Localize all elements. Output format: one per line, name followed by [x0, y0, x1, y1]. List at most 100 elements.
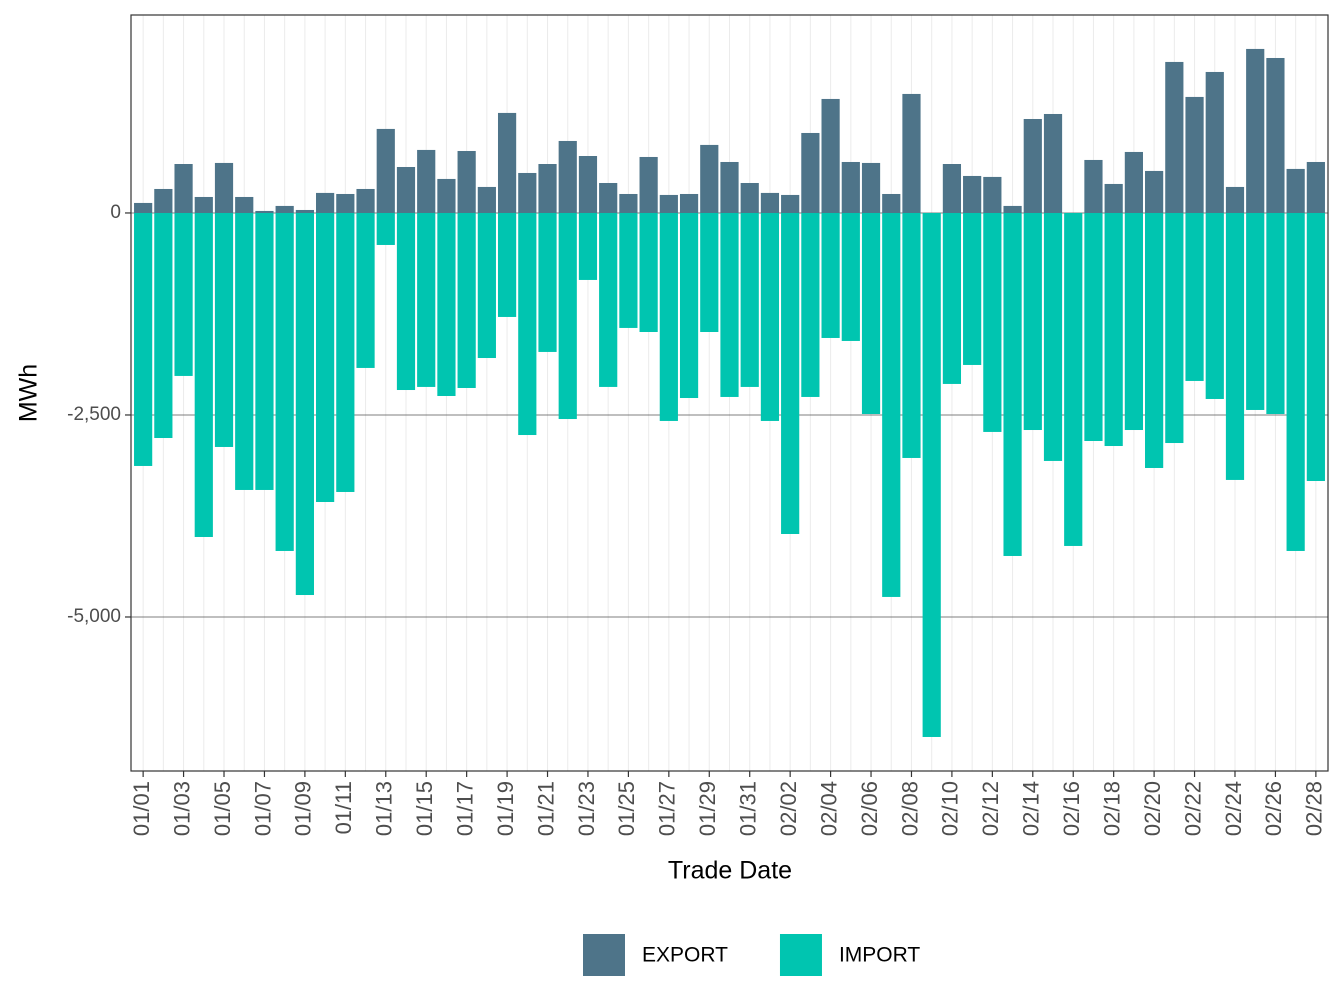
- bar: [437, 178, 456, 213]
- legend-label: EXPORT: [642, 944, 728, 967]
- bar: [720, 161, 739, 213]
- bar: [1286, 168, 1305, 213]
- bar: [194, 196, 213, 213]
- bar: [457, 150, 476, 213]
- bar: [477, 212, 496, 359]
- bar: [1165, 61, 1184, 213]
- x-tick-label: 02/24: [1221, 781, 1246, 836]
- x-tick-label: 01/23: [574, 781, 599, 836]
- bar: [457, 212, 476, 388]
- bar: [316, 192, 335, 213]
- bar: [1084, 212, 1103, 441]
- bar: [295, 212, 314, 596]
- bar: [1064, 212, 1083, 546]
- bar: [902, 212, 921, 458]
- bar: [740, 182, 759, 213]
- x-tick-label: 02/26: [1261, 781, 1286, 836]
- bar: [1266, 57, 1285, 213]
- bar: [1104, 212, 1123, 447]
- bar: [1145, 212, 1164, 468]
- bar: [214, 212, 234, 447]
- bar: [639, 156, 658, 213]
- bar: [538, 164, 557, 213]
- bar: [174, 164, 193, 213]
- bar: [983, 212, 1002, 432]
- bar: [255, 212, 274, 490]
- bar: [1185, 212, 1204, 381]
- bar: [356, 188, 375, 213]
- bar: [619, 193, 638, 213]
- bar: [1205, 71, 1224, 213]
- bar: [1124, 151, 1143, 213]
- bar: [194, 212, 213, 537]
- legend-swatch: [779, 934, 822, 976]
- x-tick-label: 01/09: [291, 781, 316, 836]
- bar: [316, 212, 335, 503]
- x-tick-label: 01/13: [372, 781, 397, 836]
- x-tick-label: 01/21: [533, 781, 558, 836]
- bar: [861, 212, 881, 415]
- x-tick-label: 01/03: [169, 781, 194, 836]
- y-tick-label: -5,000: [67, 606, 121, 627]
- bar: [174, 212, 193, 376]
- bar: [497, 112, 517, 213]
- bar: [538, 212, 557, 352]
- x-tick-label: 02/16: [1059, 781, 1084, 836]
- bar: [801, 132, 820, 213]
- x-tick-label: 01/05: [210, 781, 235, 836]
- x-tick-label: 02/22: [1180, 781, 1205, 836]
- bar: [659, 194, 678, 213]
- bar: [1246, 48, 1265, 213]
- x-tick-label: 02/28: [1302, 781, 1327, 836]
- bar: [154, 212, 173, 439]
- x-axis-title: Trade Date: [668, 857, 792, 885]
- bar: [740, 212, 759, 387]
- bar: [1124, 212, 1143, 431]
- bar: [134, 212, 153, 466]
- bar: [417, 212, 436, 387]
- bar: [477, 186, 496, 213]
- x-tick-label: 01/25: [614, 781, 639, 836]
- bar: [336, 212, 355, 492]
- bar: [1185, 96, 1204, 213]
- bar: [1084, 159, 1103, 213]
- bar: [1165, 212, 1184, 444]
- x-tick-label: 01/07: [250, 781, 275, 836]
- x-tick-label: 02/08: [897, 781, 922, 836]
- bar: [437, 212, 456, 396]
- y-tick-label: -2,500: [67, 404, 121, 425]
- bar: [1104, 183, 1123, 213]
- bar: [841, 161, 860, 213]
- bar: [781, 194, 800, 213]
- bar: [497, 212, 517, 317]
- x-tick-label: 02/04: [816, 781, 841, 836]
- bar: [295, 209, 314, 213]
- bar: [902, 93, 921, 213]
- bar: [134, 202, 153, 213]
- bar: [235, 212, 254, 490]
- bar: [1205, 212, 1224, 399]
- bar: [760, 192, 780, 213]
- x-tick-label: 01/01: [129, 781, 154, 836]
- bar: [882, 193, 901, 213]
- legend-swatch: [583, 934, 625, 976]
- panel-border: [130, 14, 1329, 772]
- x-tick-label: 02/18: [1099, 781, 1124, 836]
- bar: [659, 212, 678, 421]
- x-tick-label: 01/27: [655, 781, 680, 836]
- bar: [396, 166, 416, 213]
- bar: [1225, 212, 1245, 480]
- x-tick-label: 01/31: [736, 781, 761, 836]
- bar: [1266, 212, 1285, 415]
- legend-label: IMPORT: [839, 944, 920, 967]
- bar: [1023, 118, 1042, 213]
- bar: [599, 182, 618, 213]
- x-tick-label: 01/19: [493, 781, 518, 836]
- x-tick-label: 02/20: [1140, 781, 1165, 836]
- bar: [922, 212, 941, 737]
- bar: [619, 212, 638, 328]
- bar: [821, 98, 840, 213]
- bar: [1246, 212, 1265, 410]
- x-tick-label: 02/02: [776, 781, 801, 836]
- x-tick-label: 02/10: [938, 781, 963, 836]
